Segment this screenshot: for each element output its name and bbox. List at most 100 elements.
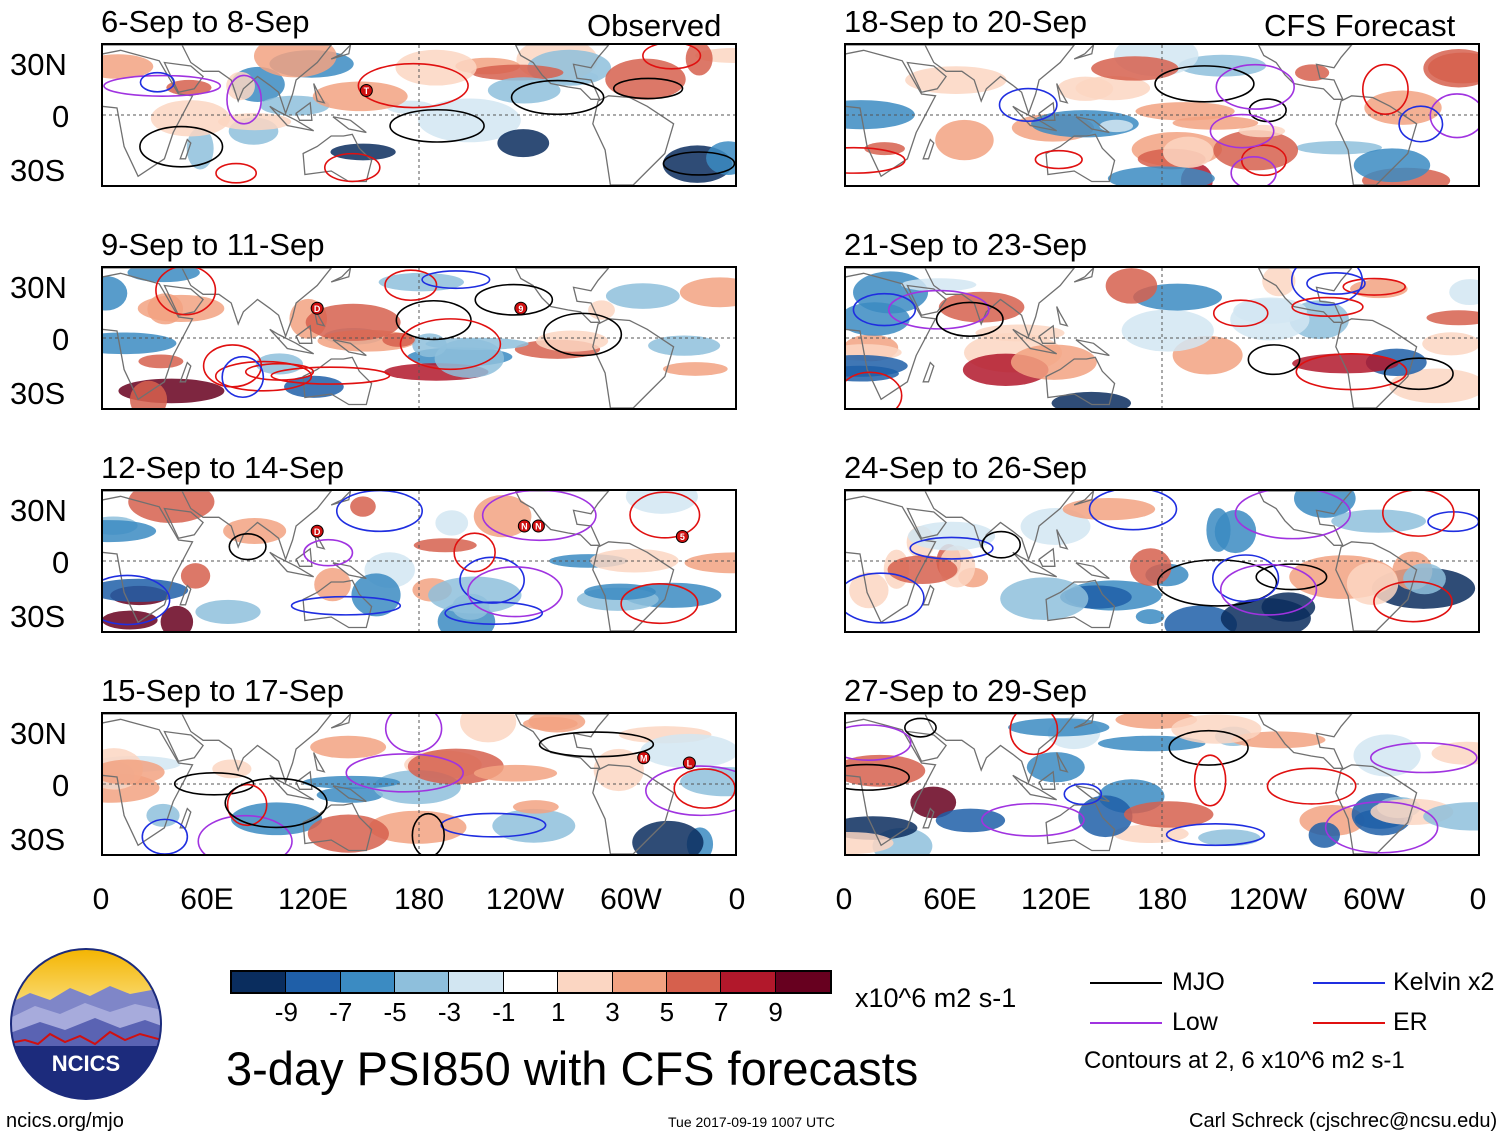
colorbar-swatch bbox=[449, 972, 504, 992]
anomaly-shading bbox=[470, 64, 564, 81]
coastline bbox=[269, 774, 315, 801]
wave-contour bbox=[846, 146, 906, 174]
map-graphic: ML bbox=[103, 714, 735, 854]
wave-contour bbox=[214, 360, 313, 392]
wave-contour bbox=[357, 62, 469, 109]
wave-contour bbox=[998, 87, 1058, 122]
anomaly-shading bbox=[310, 735, 387, 759]
coastline bbox=[1045, 356, 1116, 406]
anomaly-shading bbox=[1099, 119, 1134, 133]
anomaly-shading bbox=[1449, 279, 1478, 306]
wave-contour bbox=[904, 717, 937, 738]
anomaly-shading bbox=[302, 775, 400, 789]
wave-contour bbox=[1361, 63, 1409, 116]
anomaly-shading bbox=[1364, 90, 1442, 125]
anomaly-shading bbox=[935, 808, 1006, 833]
wave-contour bbox=[620, 583, 699, 625]
anomaly-shading bbox=[160, 605, 194, 631]
anomaly-shading bbox=[492, 808, 576, 843]
lat-label-eq: 0 bbox=[52, 322, 70, 357]
wave-contour bbox=[139, 125, 224, 168]
anomaly-shading bbox=[887, 555, 958, 585]
coastline bbox=[332, 339, 367, 357]
coastline bbox=[295, 324, 313, 344]
coastline bbox=[163, 284, 204, 317]
anomaly-shading bbox=[1423, 49, 1478, 88]
coastline bbox=[163, 507, 204, 540]
coastline bbox=[1257, 491, 1353, 546]
wave-contour bbox=[673, 768, 735, 809]
storm-marker-label: L bbox=[687, 759, 693, 769]
wave-contour bbox=[612, 77, 684, 100]
anomaly-shading bbox=[1178, 54, 1267, 77]
legend-label-er: ER bbox=[1393, 1008, 1428, 1036]
anomaly-shading bbox=[212, 759, 252, 779]
coastline bbox=[906, 507, 947, 540]
coastline bbox=[846, 714, 1076, 785]
anomaly-shading bbox=[1105, 268, 1158, 304]
anomaly-shading bbox=[1129, 548, 1172, 586]
wave-contour bbox=[139, 71, 175, 93]
legend-label-mjo: MJO bbox=[1172, 968, 1225, 996]
map-graphic bbox=[846, 45, 1478, 185]
footer-url[interactable]: ncics.org/mjo bbox=[6, 1110, 124, 1132]
anomaly-shading bbox=[382, 332, 415, 347]
wave-contour bbox=[226, 74, 263, 125]
wave-contour bbox=[1154, 65, 1255, 103]
lat-label-30n: 30N bbox=[10, 270, 67, 305]
anomaly-shading bbox=[434, 338, 505, 378]
colorbar-tick-label: 9 bbox=[768, 997, 783, 1027]
lat-label-30n: 30N bbox=[10, 716, 67, 751]
coastline bbox=[1335, 95, 1418, 185]
lat-label-eq: 0 bbox=[52, 545, 70, 580]
observed-tag: Observed bbox=[587, 8, 722, 43]
wave-contour bbox=[1324, 801, 1439, 854]
anomaly-shading bbox=[1295, 64, 1330, 81]
lon-label: 0 bbox=[1469, 883, 1487, 916]
coastline bbox=[103, 268, 333, 339]
map-graphic bbox=[846, 714, 1478, 854]
wave-contour bbox=[543, 312, 623, 357]
coastline bbox=[313, 83, 326, 104]
map-panel-6 bbox=[844, 266, 1480, 410]
anomaly-shading bbox=[910, 786, 957, 819]
colorbar-tick-label: -9 bbox=[274, 997, 298, 1027]
coastline bbox=[1257, 714, 1353, 769]
wave-contour bbox=[1034, 149, 1083, 170]
wave-contour bbox=[270, 366, 391, 385]
anomaly-shading bbox=[605, 283, 680, 309]
coastline bbox=[1335, 764, 1418, 854]
wave-contour bbox=[1398, 105, 1444, 143]
anomaly-shading bbox=[1020, 508, 1091, 546]
coastline bbox=[1045, 133, 1116, 183]
coastline bbox=[313, 752, 326, 773]
coastline bbox=[269, 105, 315, 132]
anomaly-shading bbox=[1233, 297, 1307, 324]
coastline bbox=[330, 268, 352, 283]
wave-contour bbox=[1247, 344, 1301, 376]
map-panel-1: T bbox=[101, 43, 737, 187]
colorbar-swatch bbox=[612, 972, 667, 992]
lon-label: 60E bbox=[923, 883, 977, 916]
storm-marker-label: M bbox=[640, 753, 648, 763]
anomaly-shading bbox=[907, 521, 996, 551]
wave-contour bbox=[887, 289, 990, 330]
coastline bbox=[846, 491, 1076, 562]
wave-contour bbox=[1373, 580, 1453, 623]
coastline bbox=[1075, 116, 1110, 134]
anomaly-shading bbox=[1422, 332, 1478, 356]
wave-contour bbox=[1212, 299, 1269, 328]
storm-marker-label: D bbox=[314, 527, 321, 537]
anomaly-shading bbox=[640, 733, 735, 769]
anomaly-shading bbox=[1162, 136, 1214, 168]
wave-contour bbox=[981, 530, 1022, 559]
anomaly-shading bbox=[128, 491, 215, 523]
wave-contour bbox=[1306, 272, 1366, 295]
anomaly-shading bbox=[1107, 166, 1215, 185]
panel-title-2: 9-Sep to 11-Sep bbox=[101, 227, 325, 262]
wave-contour bbox=[453, 532, 496, 573]
anomaly-shading bbox=[935, 119, 994, 161]
storm-marker-label: N bbox=[521, 522, 528, 532]
storm-marker-label: N bbox=[535, 522, 542, 532]
